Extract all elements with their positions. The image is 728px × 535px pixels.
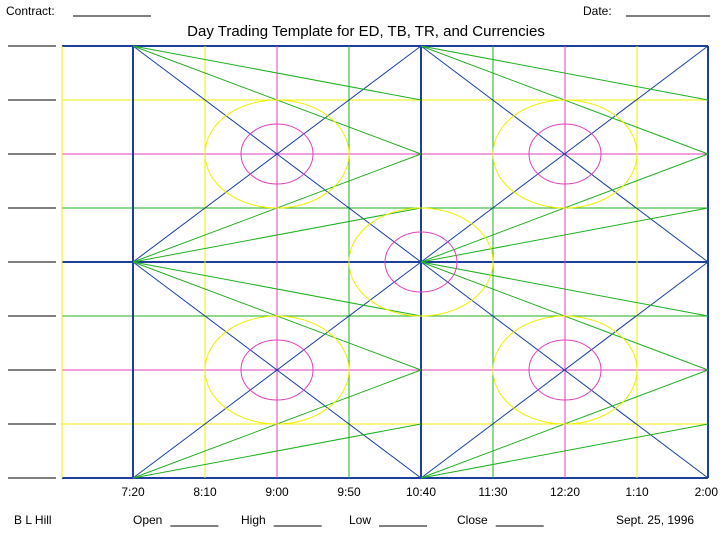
time-label: 2:00: [695, 485, 719, 499]
inner-ellipse: [240, 339, 314, 401]
footer-field: High: [241, 513, 266, 527]
diagonal: [420, 45, 709, 263]
inner-ellipse: [384, 231, 458, 293]
inner-ellipse: [528, 123, 602, 185]
outer-ellipse: [204, 99, 350, 209]
fan-line: [420, 423, 709, 479]
outer-ellipse: [348, 207, 494, 317]
time-label: 11:30: [478, 485, 507, 499]
fan-line: [420, 45, 709, 101]
diagonal: [132, 45, 422, 263]
time-label: 1:10: [625, 485, 649, 499]
fan-line: [132, 261, 422, 317]
title: Day Trading Template for ED, TB, TR, and…: [187, 23, 545, 40]
time-label: 10:40: [406, 485, 436, 499]
fan-line: [132, 423, 422, 479]
footer-field: Close: [457, 513, 488, 527]
time-label: 7:20: [121, 485, 145, 499]
author: B L Hill: [14, 513, 52, 527]
time-label: 12:20: [550, 485, 580, 499]
outer-ellipse: [204, 315, 350, 425]
date-label: Date:: [583, 4, 612, 18]
grid: [8, 45, 709, 479]
time-label: 9:00: [265, 485, 289, 499]
outer-ellipse: [492, 315, 638, 425]
outer-ellipse: [492, 99, 638, 209]
footer-date: Sept. 25, 1996: [616, 513, 694, 527]
time-label: 9:50: [337, 485, 361, 499]
fan-line: [420, 261, 709, 317]
diagonal: [420, 261, 709, 479]
fan-line: [420, 207, 709, 263]
inner-ellipse: [528, 339, 602, 401]
footer-field: Low: [349, 513, 371, 527]
fan-line: [132, 45, 422, 101]
time-label: 8:10: [193, 485, 217, 499]
inner-ellipse: [240, 123, 314, 185]
footer-field: Open: [133, 513, 162, 527]
diagonal: [132, 261, 422, 479]
fan-line: [132, 207, 422, 263]
contract-label: Contract:: [6, 4, 55, 18]
